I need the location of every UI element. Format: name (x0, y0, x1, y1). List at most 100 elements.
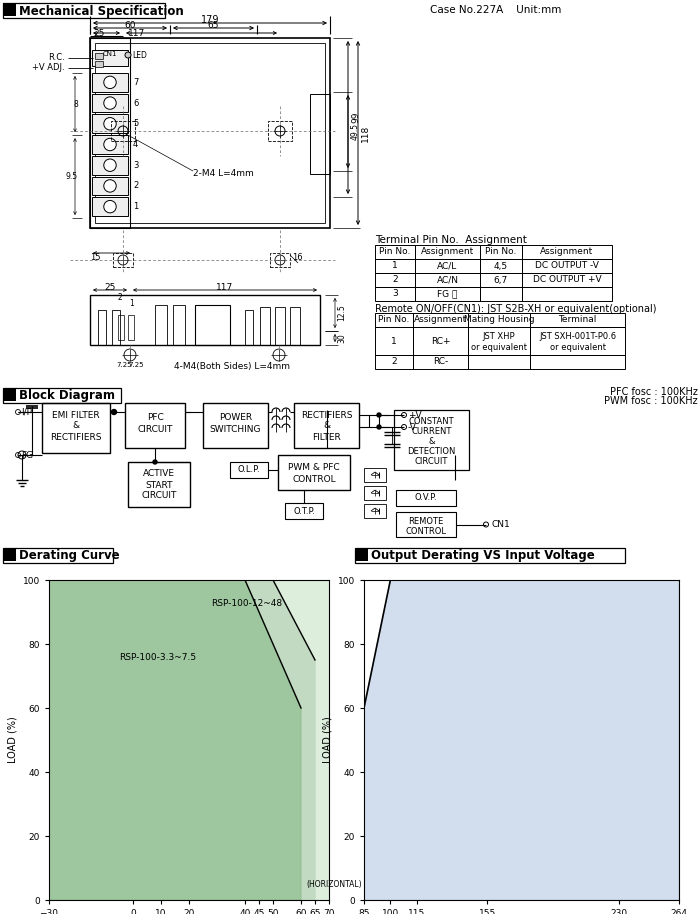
Text: PFC fosc : 100KHz: PFC fosc : 100KHz (610, 387, 698, 397)
Text: EMI FILTER: EMI FILTER (52, 410, 100, 420)
Text: O.V.P.: O.V.P. (414, 494, 438, 503)
Bar (364, 486, 386, 500)
Text: PFC: PFC (146, 412, 163, 421)
Bar (275, 307, 285, 345)
Text: LED: LED (132, 50, 147, 59)
Bar (468, 327, 530, 355)
Text: CIRCUIT: CIRCUIT (415, 456, 448, 465)
Circle shape (377, 413, 381, 417)
Text: 8: 8 (74, 100, 78, 109)
Bar (522, 259, 612, 273)
Text: CURRENT: CURRENT (412, 427, 452, 435)
Text: 25: 25 (93, 29, 104, 38)
Text: Pin No.: Pin No. (378, 315, 409, 324)
Circle shape (104, 180, 116, 192)
Bar (278, 455, 350, 490)
Text: 117: 117 (128, 29, 146, 38)
Bar (3, 3, 165, 18)
Bar (364, 468, 386, 482)
Text: RSP-100-3.3~7.5: RSP-100-3.3~7.5 (119, 653, 196, 662)
Text: O.L.P.: O.L.P. (238, 465, 260, 474)
Text: 1: 1 (133, 202, 139, 211)
Text: Case No.227A    Unit:mm: Case No.227A Unit:mm (430, 5, 561, 15)
Bar (355, 548, 368, 561)
Text: Derating Curve: Derating Curve (19, 549, 120, 562)
Circle shape (111, 409, 116, 415)
Bar (3, 388, 16, 401)
Bar (396, 512, 456, 537)
Bar (480, 287, 522, 301)
Text: 6: 6 (133, 99, 139, 108)
Text: FILTER: FILTER (312, 432, 341, 441)
Text: 2: 2 (133, 181, 139, 190)
Text: 7.25: 7.25 (116, 362, 132, 368)
Text: 7.25: 7.25 (128, 362, 144, 368)
Text: 2: 2 (392, 275, 398, 284)
Text: RC+: RC+ (430, 336, 450, 345)
Bar (480, 273, 522, 287)
Text: 49.5: 49.5 (351, 123, 360, 140)
Text: Assignment: Assignment (421, 248, 474, 257)
Bar (112, 310, 120, 345)
Text: (HORIZONTAL): (HORIZONTAL) (307, 880, 362, 889)
Text: O.T.P.: O.T.P. (293, 506, 315, 515)
Circle shape (104, 200, 116, 213)
Text: 4,5: 4,5 (494, 261, 508, 271)
Text: 4: 4 (133, 140, 139, 149)
Bar (92, 156, 128, 175)
Bar (195, 305, 230, 345)
Circle shape (104, 118, 116, 130)
Text: DC OUTPUT -V: DC OUTPUT -V (535, 261, 599, 271)
Bar (468, 355, 530, 369)
Bar (92, 197, 128, 216)
Bar (413, 355, 468, 369)
Text: REMOTE: REMOTE (408, 516, 444, 526)
Text: 4-M4(Both Sides) L=4mm: 4-M4(Both Sides) L=4mm (174, 363, 290, 371)
Text: 15: 15 (90, 252, 100, 261)
Bar (3, 3, 16, 16)
Bar (203, 403, 268, 448)
Bar (155, 305, 167, 345)
Text: 1: 1 (392, 261, 398, 271)
Bar (415, 259, 480, 273)
Text: &: & (428, 437, 435, 445)
Text: 30: 30 (337, 333, 346, 343)
Text: 117: 117 (216, 282, 234, 292)
Bar (415, 245, 480, 259)
Bar (415, 287, 480, 301)
Bar (310, 94, 330, 174)
Polygon shape (49, 580, 301, 900)
Text: FG: FG (21, 451, 33, 460)
Text: CN1: CN1 (103, 51, 118, 57)
Bar (92, 176, 128, 196)
Bar (364, 504, 386, 518)
Bar (92, 73, 128, 91)
Text: 6,7: 6,7 (494, 275, 508, 284)
Text: CONTROL: CONTROL (292, 475, 336, 484)
Bar (42, 403, 110, 453)
Bar (3, 388, 121, 403)
Text: Pin No.: Pin No. (379, 248, 411, 257)
Bar (480, 259, 522, 273)
Bar (375, 245, 415, 259)
Bar (90, 295, 320, 345)
Text: 1: 1 (130, 299, 134, 307)
Text: &: & (72, 421, 80, 430)
Bar (375, 327, 413, 355)
Text: RSP-100-12~48: RSP-100-12~48 (211, 599, 283, 608)
Bar (290, 307, 300, 345)
Text: Mechanical Specification: Mechanical Specification (19, 5, 183, 18)
Text: 179: 179 (201, 15, 219, 25)
Text: CONTROL: CONTROL (405, 527, 447, 537)
Text: RC-: RC- (433, 357, 448, 367)
Bar (394, 410, 469, 470)
Text: 118: 118 (361, 124, 370, 142)
Bar (375, 273, 415, 287)
Bar (415, 273, 480, 287)
Text: POWER: POWER (219, 412, 252, 421)
Text: -V: -V (408, 422, 417, 431)
Text: AC/L: AC/L (438, 261, 458, 271)
Bar (92, 50, 128, 66)
Bar (92, 94, 128, 112)
Circle shape (125, 52, 131, 58)
